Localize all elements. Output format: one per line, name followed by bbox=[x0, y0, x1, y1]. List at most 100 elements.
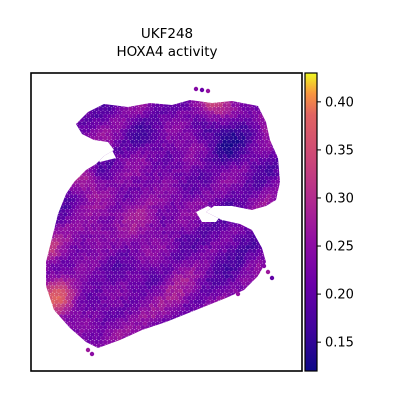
tissue-spot bbox=[100, 175, 106, 181]
tissue-spot bbox=[88, 306, 93, 312]
tissue-spot bbox=[113, 321, 118, 326]
tissue-spot bbox=[260, 124, 265, 130]
tissue-spot bbox=[105, 270, 110, 275]
tissue-spot bbox=[176, 161, 181, 166]
tissue-spot bbox=[170, 128, 175, 133]
tissue-spot bbox=[52, 296, 57, 301]
tissue-spot bbox=[210, 183, 215, 188]
tissue-spot bbox=[235, 183, 240, 188]
tissue-spot bbox=[81, 237, 87, 243]
tissue-spot bbox=[92, 212, 97, 217]
tissue-spot bbox=[121, 241, 127, 246]
tissue-spot bbox=[186, 230, 192, 235]
tissue-spot bbox=[79, 124, 85, 130]
tissue-spot bbox=[102, 128, 108, 133]
tissue-spot bbox=[67, 219, 72, 224]
tissue-spot bbox=[96, 234, 102, 239]
tissue-spot bbox=[77, 325, 83, 330]
tissue-spot bbox=[161, 223, 167, 228]
tissue-spot bbox=[186, 245, 192, 250]
tissue-spot bbox=[153, 259, 158, 264]
stray-spot bbox=[205, 88, 211, 94]
tissue-spot bbox=[71, 263, 76, 268]
tissue-spot bbox=[62, 248, 68, 254]
tissue-spot bbox=[249, 186, 255, 192]
tissue-spot bbox=[153, 317, 158, 323]
tissue-spot bbox=[203, 194, 209, 199]
tissue-spot bbox=[220, 274, 225, 279]
tissue-spot bbox=[92, 292, 97, 297]
tissue-spot bbox=[233, 230, 238, 235]
tissue-spot bbox=[212, 179, 217, 184]
tissue-spot bbox=[195, 157, 200, 163]
tissue-spot bbox=[233, 201, 238, 206]
tissue-spot bbox=[235, 241, 240, 246]
tissue-spot bbox=[203, 157, 209, 163]
tissue-spot bbox=[117, 139, 123, 144]
tissue-spot bbox=[258, 165, 263, 170]
tissue-spot bbox=[205, 161, 211, 166]
tissue-spot bbox=[90, 179, 95, 184]
tissue-spot bbox=[128, 288, 133, 294]
tissue-spot bbox=[126, 205, 131, 210]
tissue-spot bbox=[86, 245, 91, 250]
tissue-spot bbox=[86, 303, 91, 308]
tissue-spot bbox=[105, 219, 110, 224]
tissue-spot bbox=[138, 256, 143, 261]
tissue-gap bbox=[196, 206, 222, 222]
tissue-spot bbox=[212, 259, 217, 264]
tissue-spot bbox=[105, 306, 110, 312]
tissue-spot bbox=[186, 288, 192, 294]
tissue-spot bbox=[216, 201, 221, 206]
tissue-spot bbox=[92, 226, 97, 232]
tissue-spot bbox=[273, 154, 278, 159]
tissue-spot bbox=[147, 146, 152, 152]
tissue-spot bbox=[134, 285, 139, 290]
tissue-spot bbox=[115, 252, 120, 257]
tissue-spot bbox=[117, 314, 123, 319]
tissue-spot bbox=[233, 237, 238, 243]
tissue-spot bbox=[81, 252, 87, 257]
tissue-spot bbox=[123, 317, 129, 323]
tissue-spot bbox=[71, 212, 76, 217]
tissue-spot bbox=[205, 299, 211, 304]
tissue-spot bbox=[105, 292, 110, 297]
tissue-spot bbox=[178, 310, 183, 315]
tissue-spot bbox=[205, 292, 211, 297]
tissue-spot bbox=[100, 285, 106, 290]
tissue-spot bbox=[117, 219, 123, 224]
tissue-spot bbox=[105, 314, 110, 319]
tissue-spot bbox=[54, 226, 59, 232]
tissue-spot bbox=[235, 154, 240, 159]
tissue-spot bbox=[84, 183, 89, 188]
tissue-spot bbox=[193, 183, 198, 188]
tissue-spot bbox=[157, 310, 162, 315]
tissue-spot bbox=[119, 223, 125, 228]
tissue-spot bbox=[186, 165, 192, 170]
tissue-spot bbox=[201, 132, 206, 137]
tissue-spot bbox=[94, 281, 99, 286]
tissue-spot bbox=[140, 245, 146, 250]
tissue-spot bbox=[77, 230, 83, 235]
tissue-spot bbox=[243, 256, 248, 261]
tissue-spot bbox=[75, 226, 81, 232]
tissue-spot bbox=[176, 299, 181, 304]
tissue-spot bbox=[48, 252, 53, 257]
tissue-spot bbox=[147, 161, 152, 166]
tissue-spot bbox=[239, 197, 244, 203]
tissue-spot bbox=[113, 336, 118, 341]
tissue-spot bbox=[126, 124, 131, 130]
tissue-spot bbox=[58, 241, 64, 246]
tissue-spot bbox=[50, 292, 55, 297]
tissue-spot bbox=[121, 277, 127, 283]
tissue-spot bbox=[191, 215, 196, 221]
tissue-spot bbox=[132, 186, 137, 192]
tissue-spot bbox=[218, 168, 223, 173]
tissue-spot bbox=[60, 208, 66, 213]
tissue-spot bbox=[163, 299, 169, 304]
tissue-spot bbox=[79, 263, 85, 268]
tissue-spot bbox=[243, 190, 248, 195]
tissue-spot bbox=[88, 205, 93, 210]
tissue-spot bbox=[96, 336, 102, 341]
tissue-spot bbox=[228, 223, 234, 228]
